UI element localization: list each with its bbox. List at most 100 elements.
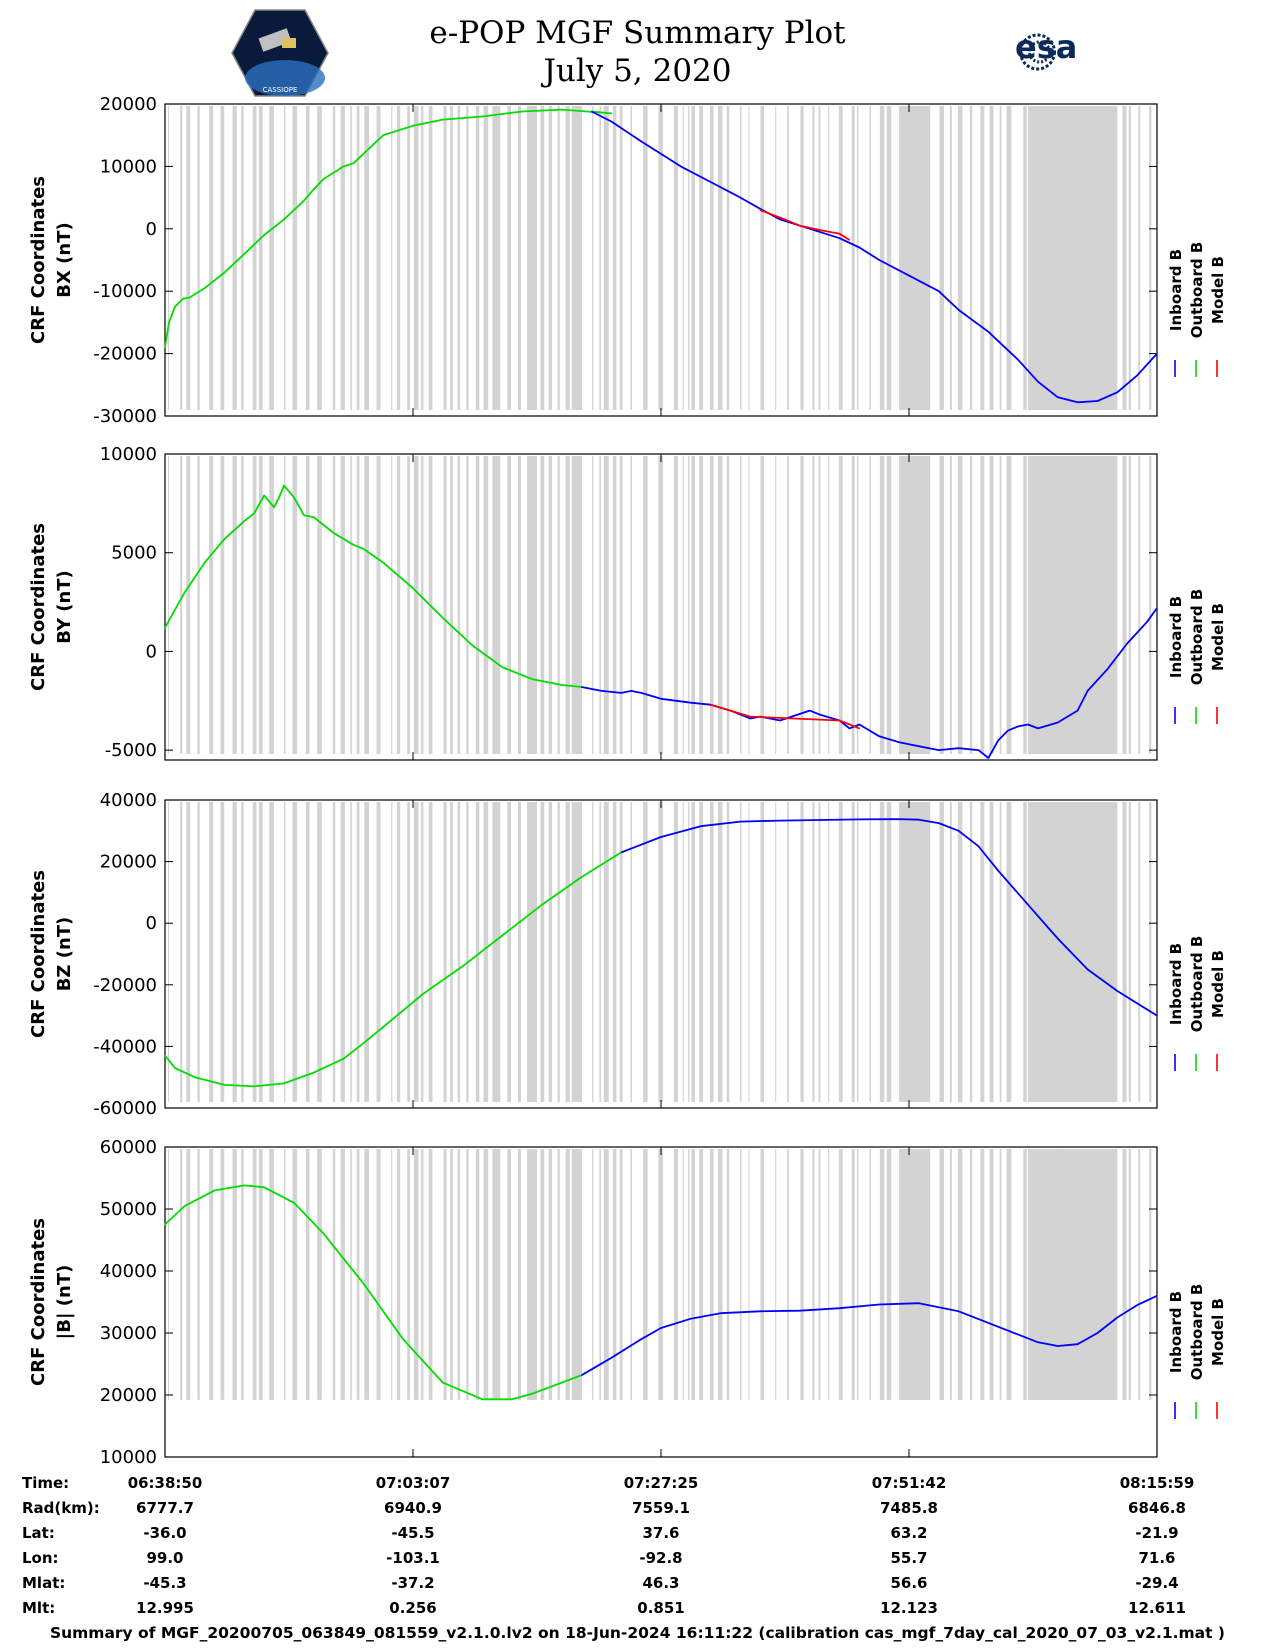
gap-band xyxy=(599,106,601,410)
gap-band xyxy=(483,456,489,754)
gap-band xyxy=(775,106,777,410)
inboard-point xyxy=(1017,359,1019,361)
gap-band xyxy=(740,106,742,410)
gap-band xyxy=(592,802,594,1102)
cassiope-logo-text: CASSIOPE xyxy=(263,86,298,94)
gap-band xyxy=(356,106,360,410)
panel-1: 20000 10000 0 -10000 -20000 -30000 CRF Coordin… xyxy=(28,94,1227,427)
inboard-point xyxy=(640,140,642,143)
title-line-1: e-POP MGF Summary Plot xyxy=(429,15,846,51)
outboard-point xyxy=(392,1018,394,1020)
gap-band xyxy=(540,106,545,410)
outboard-point xyxy=(164,346,166,348)
gap-band xyxy=(828,802,830,1102)
gap-band xyxy=(475,1149,480,1400)
outboard-point xyxy=(501,666,503,668)
gap-band xyxy=(428,1149,433,1400)
model-point xyxy=(819,229,821,231)
gap-band xyxy=(658,106,663,410)
gap-band xyxy=(818,1149,821,1400)
inboard-point xyxy=(918,745,920,747)
gap-band xyxy=(851,802,855,1102)
gap-band xyxy=(420,802,424,1102)
gap-band xyxy=(450,802,453,1102)
outboard-point xyxy=(342,165,345,167)
gap-band xyxy=(518,106,521,410)
gap-band xyxy=(356,1149,360,1400)
gap-band xyxy=(483,106,489,410)
gap-band xyxy=(391,456,393,754)
gap-band xyxy=(317,802,322,1102)
gap-band xyxy=(603,1149,609,1400)
gap-band xyxy=(949,1149,952,1400)
outboard-point xyxy=(561,1382,563,1384)
outboard-point xyxy=(481,1398,484,1400)
model-point xyxy=(749,715,751,718)
inboard-point xyxy=(719,1312,722,1314)
y-tick-label: -60000 xyxy=(93,1098,157,1119)
outboard-point xyxy=(311,190,313,192)
gap-band xyxy=(420,1149,424,1400)
gap-band xyxy=(1023,106,1027,410)
gap-band xyxy=(305,106,310,410)
gap-band xyxy=(252,456,257,754)
inboard-point xyxy=(858,818,861,821)
inboard-point xyxy=(581,1374,583,1376)
model-point xyxy=(858,727,861,730)
gap-band xyxy=(540,456,545,754)
outboard-point xyxy=(223,1084,226,1086)
gap-band xyxy=(699,456,704,754)
gap-band xyxy=(879,1149,885,1400)
gap-band xyxy=(1023,456,1027,754)
gap-band xyxy=(603,106,609,410)
gap-band xyxy=(928,106,931,410)
outboard-point xyxy=(243,1184,245,1187)
gap-band xyxy=(197,456,200,754)
inboard-point xyxy=(997,870,999,872)
title-line-2: July 5, 2020 xyxy=(543,53,732,89)
inboard-point xyxy=(858,246,861,249)
gap-band xyxy=(518,802,521,1102)
gap-band xyxy=(1057,456,1118,754)
gap-band xyxy=(879,802,885,1102)
gap-band xyxy=(999,456,1002,754)
gap-band xyxy=(540,802,545,1102)
outboard-point xyxy=(184,1205,186,1207)
info-cell: 08:15:59 xyxy=(1119,1474,1195,1492)
gap-band xyxy=(305,456,310,754)
gap-band xyxy=(699,106,704,410)
inboard-point xyxy=(1057,396,1059,398)
gap-band xyxy=(989,1149,994,1400)
gap-band xyxy=(376,456,381,754)
inboard-point xyxy=(1077,1343,1079,1345)
series-model xyxy=(710,703,860,730)
gap-band xyxy=(571,456,581,754)
gap-band xyxy=(592,106,594,410)
gap-band xyxy=(527,1149,537,1400)
gap-band xyxy=(691,802,695,1102)
outboard-point xyxy=(362,548,364,550)
inboard-point xyxy=(749,717,751,720)
gap-band xyxy=(420,456,424,754)
gap-band xyxy=(1006,456,1012,754)
gap-band xyxy=(241,456,244,754)
gap-band xyxy=(258,802,263,1102)
gap-band xyxy=(726,456,730,754)
gap-band xyxy=(999,802,1002,1102)
y-tick-label: -5000 xyxy=(105,740,157,761)
model-point xyxy=(779,216,781,219)
outboard-point xyxy=(313,1071,315,1074)
info-row-label: Mlt: xyxy=(22,1599,56,1617)
gap-band xyxy=(292,456,298,754)
info-cell: 99.0 xyxy=(146,1549,184,1567)
info-row-label: Rad(km): xyxy=(22,1499,100,1517)
gap-band xyxy=(760,106,764,410)
gap-band xyxy=(939,456,944,754)
gap-band xyxy=(812,456,815,754)
cassiope-logo: CASSIOPE xyxy=(231,9,329,97)
model-point xyxy=(759,209,761,211)
outboard-point xyxy=(501,934,503,937)
gap-band xyxy=(787,802,789,1102)
gap-band xyxy=(492,456,501,754)
gap-band xyxy=(709,456,714,754)
